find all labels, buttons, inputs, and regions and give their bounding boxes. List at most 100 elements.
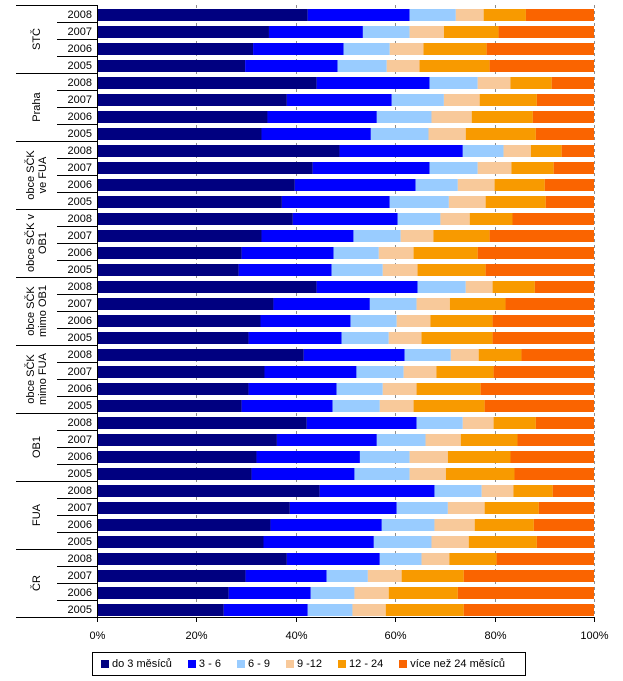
bar-segment: [97, 213, 293, 225]
bar-segment: [97, 230, 262, 242]
bar-segment: [373, 536, 432, 548]
bar-segment: [306, 417, 417, 429]
bar-segment: [465, 128, 536, 140]
legend-item: 9 -12: [285, 658, 322, 670]
bar-segment: [388, 332, 422, 344]
legend-label: 3 - 6: [198, 658, 221, 670]
bar-segment: [97, 281, 317, 293]
bar-segment: [97, 77, 317, 89]
bar-segment: [471, 111, 533, 123]
bar-segment: [535, 128, 594, 140]
bar-segment: [417, 264, 486, 276]
year-label: 2006: [68, 43, 92, 55]
bar-segment: [336, 383, 383, 395]
group-label: STČ: [30, 28, 43, 50]
year-label: 2008: [68, 553, 92, 565]
year-label: 2005: [68, 400, 92, 412]
bar-segment: [245, 570, 327, 582]
bar-segment: [97, 366, 265, 378]
bar-segment: [404, 349, 451, 361]
bar-segment: [251, 468, 355, 480]
bar-segment: [294, 179, 416, 191]
bar-segment: [97, 349, 304, 361]
bar-segment: [498, 26, 594, 38]
bar-segment: [503, 145, 531, 157]
group-label: obce SČK: [24, 354, 37, 404]
bar-segment: [477, 247, 594, 259]
year-label: 2008: [68, 485, 92, 497]
bar-segment: [474, 519, 534, 531]
legend-item: více než 24 měsíců: [399, 658, 505, 670]
bar-segment: [465, 281, 493, 293]
bar-segment: [485, 264, 594, 276]
bar-segment: [286, 94, 392, 106]
bar-segment: [292, 213, 398, 225]
bar-segment: [350, 315, 397, 327]
group-label: OB1: [37, 232, 49, 254]
bar-segment: [552, 485, 594, 497]
bar-segment: [312, 162, 430, 174]
bar-segment: [388, 587, 458, 599]
bar-segment: [486, 43, 594, 55]
bar-segment: [457, 179, 495, 191]
bar-segment: [97, 145, 340, 157]
bar-segment: [376, 111, 432, 123]
bar-segment: [97, 298, 274, 310]
bar-segment: [316, 281, 418, 293]
bar-segment: [386, 60, 420, 72]
bar-segment: [447, 502, 485, 514]
bar-segment: [536, 94, 594, 106]
bar-segment: [378, 247, 414, 259]
bar-segment: [256, 451, 360, 463]
year-label: 2008: [68, 349, 92, 361]
bar-segment: [339, 145, 463, 157]
bar-segment: [510, 451, 594, 463]
bar-segment: [436, 366, 494, 378]
bars: [97, 9, 594, 616]
bar-segment: [238, 264, 332, 276]
bar-segment: [97, 26, 269, 38]
bar-segment: [245, 60, 338, 72]
gridlines: [196, 5, 595, 617]
bar-segment: [409, 9, 456, 21]
year-label: 2006: [68, 383, 92, 395]
x-tick-label: 0%: [90, 630, 106, 642]
bar-segment: [479, 94, 537, 106]
bar-segment: [97, 570, 246, 582]
year-label: 2006: [68, 315, 92, 327]
bar-segment: [359, 451, 410, 463]
bar-segment: [97, 434, 277, 446]
bar-segment: [223, 604, 308, 616]
bar-segment: [381, 519, 435, 531]
bar-segment: [416, 298, 450, 310]
bar-segment: [97, 485, 320, 497]
bar-segment: [533, 519, 594, 531]
bar-segment: [460, 434, 518, 446]
bar-segment: [413, 400, 485, 412]
bar-segment: [97, 417, 307, 429]
legend-label: 12 - 24: [349, 658, 384, 670]
bar-segment: [493, 417, 536, 429]
year-label: 2005: [68, 604, 92, 616]
x-tick-label: 80%: [484, 630, 506, 642]
legend-swatch: [399, 660, 408, 668]
bar-segment: [544, 179, 594, 191]
bar-segment: [97, 60, 246, 72]
bar-segment: [354, 468, 410, 480]
group-label: mimo OB1: [37, 285, 49, 337]
bar-segment: [353, 230, 401, 242]
bar-segment: [483, 9, 526, 21]
bar-segment: [303, 349, 405, 361]
bar-segment: [462, 417, 494, 429]
bar-segment: [389, 196, 449, 208]
legend-swatch: [236, 660, 245, 668]
bar-segment: [561, 145, 594, 157]
bar-segment: [530, 145, 562, 157]
bar-segment: [97, 162, 313, 174]
bar-segment: [457, 587, 594, 599]
bar-segment: [428, 128, 466, 140]
bar-segment: [276, 434, 377, 446]
bar-segment: [382, 383, 417, 395]
legend-label: více než 24 měsíců: [410, 658, 506, 670]
bar-segment: [510, 77, 552, 89]
